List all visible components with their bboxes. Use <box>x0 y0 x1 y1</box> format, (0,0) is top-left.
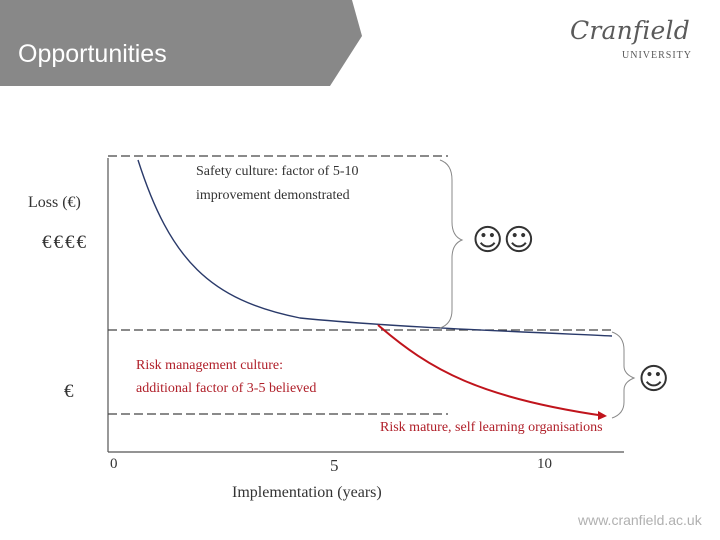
footer-url: www.cranfield.ac.uk <box>578 512 702 528</box>
y-level-low: € <box>64 381 74 402</box>
cranfield-logo: Cranfield <box>570 16 690 45</box>
x-tick-10: 10 <box>537 456 552 472</box>
risk-mature-note: Risk mature, self learning organisations <box>380 420 603 435</box>
improved-curve-arrowhead <box>598 411 607 420</box>
y-level-high: €€€€ <box>42 232 88 253</box>
x-axis-label: Implementation (years) <box>232 484 382 501</box>
baseline-loss-curve <box>137 159 613 337</box>
risk-management-note-line1: Risk management culture: <box>136 358 283 373</box>
smiley-face-icon-pair: ☺☺ <box>472 223 535 258</box>
upper-brace <box>439 159 464 329</box>
safety-culture-note-line2: improvement demonstrated <box>196 188 350 203</box>
x-tick-0: 0 <box>110 456 118 472</box>
y-axis-label: Loss (€) <box>28 194 81 211</box>
smiley-face-icon: ☺ <box>638 362 670 397</box>
x-tick-5: 5 <box>330 456 339 475</box>
safety-culture-note-line1: Safety culture: factor of 5-10 <box>196 164 359 179</box>
header-band <box>0 0 362 86</box>
improved-loss-curve <box>377 324 606 417</box>
lower-brace <box>611 331 636 419</box>
slide-title: Opportunities <box>18 40 167 68</box>
risk-management-note-line2: additional factor of 3-5 believed <box>136 381 317 396</box>
cranfield-logo-subtitle: UNIVERSITY <box>622 50 692 61</box>
